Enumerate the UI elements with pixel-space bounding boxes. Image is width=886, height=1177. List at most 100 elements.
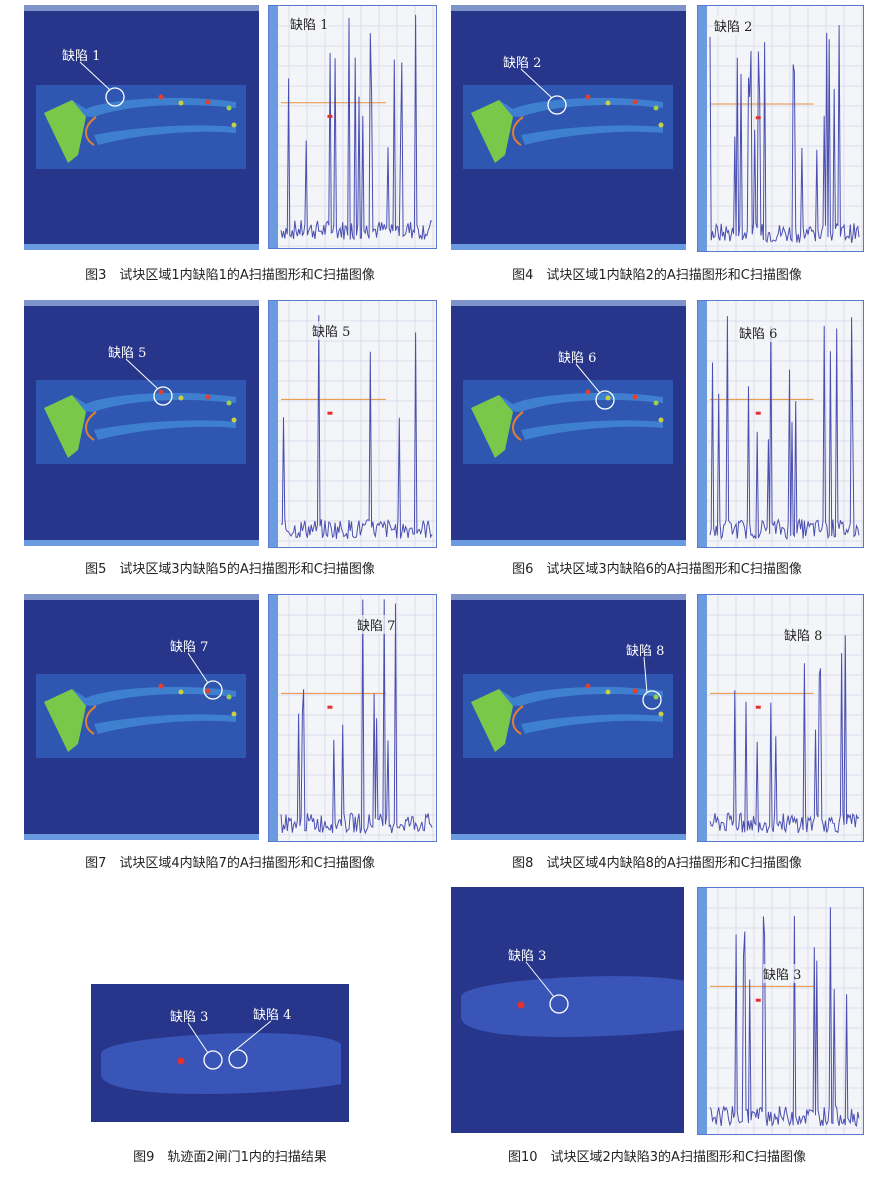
leader-line xyxy=(125,358,159,390)
defect-label: 缺陷 3 xyxy=(508,949,547,964)
defect-circle xyxy=(547,95,567,115)
defect-indication xyxy=(226,694,232,700)
defect-indication xyxy=(605,689,611,695)
a-scan-waveform xyxy=(280,315,433,540)
leader-line xyxy=(79,61,111,91)
a-scan-plot: 缺陷 1 xyxy=(268,5,437,249)
leader-line xyxy=(232,1020,272,1053)
defect-indication xyxy=(585,389,591,395)
defect-circle xyxy=(105,87,125,107)
gate-marker xyxy=(327,705,333,709)
defect-indication xyxy=(653,400,659,406)
defect-indication xyxy=(158,389,164,395)
defect-indication xyxy=(158,94,164,100)
defect-indication xyxy=(605,395,611,401)
leader-line xyxy=(520,68,553,99)
blade-root xyxy=(471,395,513,458)
defect-indication xyxy=(632,99,638,105)
a-scan-waveform xyxy=(709,907,860,1127)
defect-indication xyxy=(158,683,164,689)
defect-indication xyxy=(178,100,184,106)
defect-indication xyxy=(178,689,184,695)
a-scan-waveform xyxy=(709,25,860,244)
defect-circle xyxy=(549,994,569,1014)
a-scan-waveform xyxy=(709,316,860,541)
figure-caption: 图5 试块区域3内缺陷5的A扫描图形和C扫描图像 xyxy=(85,562,375,577)
defect-indication xyxy=(231,122,237,128)
defect-indication xyxy=(231,417,237,423)
figure-caption: 图7 试块区域4内缺陷7的A扫描图形和C扫描图像 xyxy=(85,856,375,871)
figure-caption: 图6 试块区域3内缺陷6的A扫描图形和C扫描图像 xyxy=(512,562,802,577)
defect-indication xyxy=(205,394,211,400)
figure-caption: 图8 试块区域4内缺陷8的A扫描图形和C扫描图像 xyxy=(512,856,802,871)
defect-circle xyxy=(228,1049,248,1069)
defect-circle xyxy=(642,690,662,710)
blade-root xyxy=(471,689,513,752)
c-scan-image: 缺陷 2 xyxy=(451,5,686,250)
defect-indication xyxy=(226,105,232,111)
defect-circle xyxy=(203,680,223,700)
defect-label: 缺陷 1 xyxy=(290,14,329,33)
defect-indication xyxy=(658,417,664,423)
figure-caption: 图10 试块区域2内缺陷3的A扫描图形和C扫描图像 xyxy=(507,1150,807,1165)
leader-line xyxy=(187,1022,209,1054)
gate-marker xyxy=(327,411,333,415)
defect-circle xyxy=(203,1050,223,1070)
defect-label: 缺陷 6 xyxy=(739,323,778,342)
leader-line xyxy=(575,363,601,394)
defect-indication xyxy=(585,94,591,100)
defect-indication xyxy=(517,1001,525,1009)
defect-circle xyxy=(595,390,615,410)
gate-marker xyxy=(327,114,333,118)
defect-label: 缺陷 5 xyxy=(312,321,351,340)
defect-indication xyxy=(585,683,591,689)
defect-label: 缺陷 4 xyxy=(253,1008,292,1023)
c-scan-image: 缺陷 1 xyxy=(24,5,259,250)
gate-marker xyxy=(755,411,761,415)
defect-label: 缺陷 3 xyxy=(170,1010,209,1025)
defect-label: 缺陷 7 xyxy=(357,615,396,634)
defect-label: 缺陷 5 xyxy=(108,346,147,361)
defect-indication xyxy=(653,694,659,700)
a-scan-plot: 缺陷 8 xyxy=(697,594,864,842)
a-scan-waveform xyxy=(709,635,860,834)
defect-circle xyxy=(153,386,173,406)
blade-root xyxy=(44,100,86,163)
a-scan-plot: 缺陷 2 xyxy=(697,5,864,252)
figure-caption: 图4 试块区域1内缺陷2的A扫描图形和C扫描图像 xyxy=(512,268,802,283)
defect-indication xyxy=(653,105,659,111)
figure-caption: 图3 试块区域1内缺陷1的A扫描图形和C扫描图像 xyxy=(85,268,375,283)
defect-indication xyxy=(177,1057,185,1065)
defect-indication xyxy=(205,99,211,105)
defect-label: 缺陷 1 xyxy=(62,49,101,64)
gate-marker xyxy=(755,705,761,709)
blade-root xyxy=(44,689,86,752)
leader-line xyxy=(643,656,648,694)
defect-label: 缺陷 3 xyxy=(763,964,802,983)
c-scan-image: 缺陷 3 缺陷 4 xyxy=(91,984,349,1122)
a-scan-waveform xyxy=(280,599,433,835)
c-scan-image: 缺陷 6 xyxy=(451,300,686,546)
defect-indication xyxy=(226,400,232,406)
c-scan-image: 缺陷 7 xyxy=(24,594,259,840)
defect-indication xyxy=(178,395,184,401)
blade-root xyxy=(44,395,86,458)
a-scan-plot: 缺陷 3 xyxy=(697,887,864,1135)
blade-root xyxy=(471,100,513,163)
c-scan-image: 缺陷 3 xyxy=(451,887,684,1133)
gate-marker xyxy=(755,116,761,120)
a-scan-plot: 缺陷 6 xyxy=(697,300,864,548)
defect-indication xyxy=(658,711,664,717)
defect-indication xyxy=(632,394,638,400)
defect-indication xyxy=(658,122,664,128)
a-scan-waveform xyxy=(280,14,433,241)
defect-label: 缺陷 7 xyxy=(170,640,209,655)
figure-caption: 图9 轨迹面2闸门1内的扫描结果 xyxy=(133,1150,327,1165)
leader-line xyxy=(187,652,209,684)
c-scan-image: 缺陷 8 xyxy=(451,594,686,840)
gate-marker xyxy=(755,998,761,1002)
defect-indication xyxy=(632,688,638,694)
scan-region xyxy=(461,976,684,1037)
defect-label: 缺陷 8 xyxy=(626,644,665,659)
a-scan-plot: 缺陷 5 xyxy=(268,300,437,548)
